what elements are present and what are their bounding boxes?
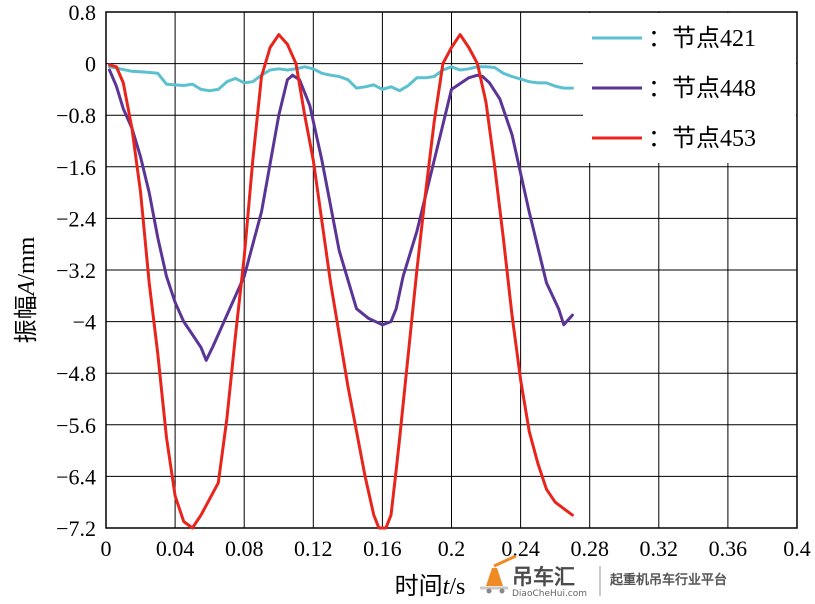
y-axis-label-prefix: 振幅 bbox=[13, 295, 40, 343]
x-axis-label: 时间t/s bbox=[395, 573, 466, 600]
series-lines bbox=[108, 33, 574, 530]
legend: ：节点421 ：节点448 ：节点453 bbox=[583, 13, 796, 163]
y-tick-label: 0.8 bbox=[69, 0, 97, 25]
legend-label: ：节点448 bbox=[648, 75, 756, 102]
y-tick-label: −3.2 bbox=[56, 258, 96, 283]
legend-label: ：节点453 bbox=[648, 125, 756, 152]
x-tick-label: 0.16 bbox=[363, 536, 402, 561]
x-tick-label: 0.04 bbox=[156, 536, 195, 561]
x-tick-label: 0.4 bbox=[783, 536, 811, 561]
y-axis-label: 振幅A/mm bbox=[13, 236, 40, 343]
y-tick-label: −7.2 bbox=[56, 516, 96, 541]
y-tick-label: −1.6 bbox=[56, 155, 96, 180]
y-tick-label: −4.8 bbox=[56, 361, 96, 386]
watermark: 吊车汇 DiaoCheHui.com 起重机吊车行业平台 bbox=[480, 554, 727, 599]
series-line-3 bbox=[108, 33, 574, 530]
series-line-2 bbox=[108, 68, 574, 362]
watermark-brand-en: DiaoCheHui.com bbox=[512, 589, 587, 599]
x-tick-label: 0.24 bbox=[501, 536, 540, 561]
x-tick-label: 0.12 bbox=[294, 536, 333, 561]
y-tick-label: 0 bbox=[85, 52, 96, 77]
x-tick-label: 0.32 bbox=[640, 536, 679, 561]
x-tick-label: 0.28 bbox=[570, 536, 609, 561]
x-tick-label: 0.36 bbox=[709, 536, 748, 561]
watermark-slogan: 起重机吊车行业平台 bbox=[609, 572, 727, 588]
y-tick-label: −4 bbox=[73, 310, 96, 335]
crane-logo-icon bbox=[480, 554, 517, 594]
y-tick-label: −6.4 bbox=[56, 464, 96, 489]
x-tick-label: 0.08 bbox=[225, 536, 264, 561]
y-tick-labels: 0.8 0 −0.8 −1.6 −2.4 −3.2 −4 −4.8 −5.6 −6.4 −7.2 bbox=[56, 0, 96, 541]
x-axis-label-var: t bbox=[443, 574, 451, 600]
series-line-1 bbox=[108, 65, 574, 93]
x-axis-label-prefix: 时间 bbox=[395, 573, 443, 600]
x-axis-label-unit: /s bbox=[449, 574, 465, 600]
legend-label: ：节点421 bbox=[648, 25, 756, 52]
watermark-brand-cn: 吊车汇 bbox=[512, 565, 575, 589]
y-axis-label-unit: /mm bbox=[14, 236, 40, 280]
y-tick-label: −0.8 bbox=[56, 103, 96, 128]
x-tick-label: 0.2 bbox=[438, 536, 466, 561]
plot-frame bbox=[105, 11, 798, 529]
y-axis-label-var: A bbox=[14, 280, 40, 297]
x-tick-label: 0 bbox=[101, 536, 112, 561]
x-tick-labels: 0 0.04 0.08 0.12 0.16 0.2 0.24 0.28 0.32 0.36 0.4 bbox=[101, 536, 811, 561]
y-tick-label: −5.6 bbox=[56, 413, 96, 438]
y-tick-label: −2.4 bbox=[56, 206, 96, 231]
